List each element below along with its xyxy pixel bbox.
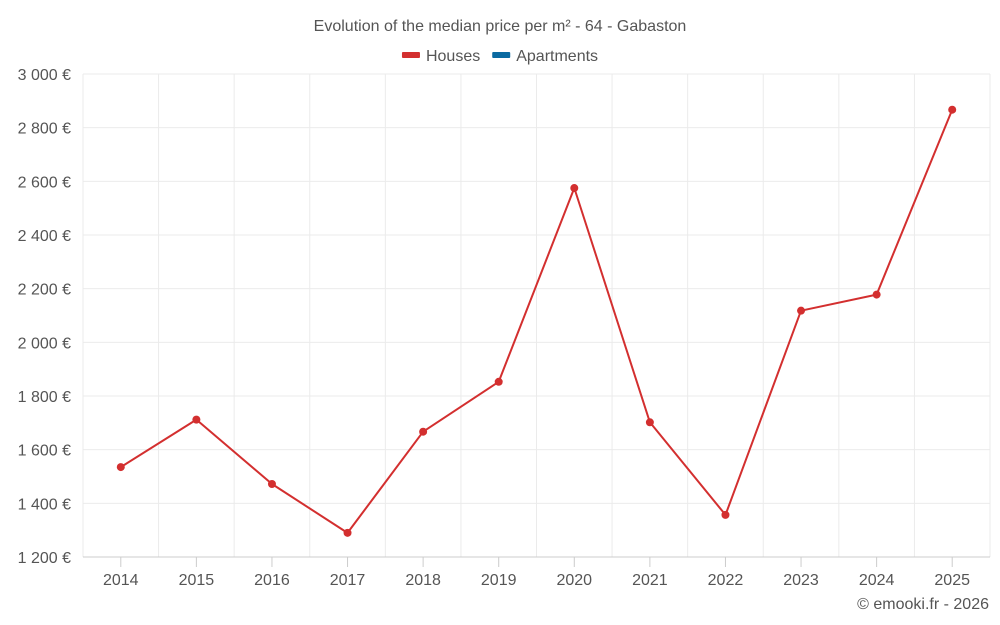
x-axis: 2014 2015 2016 2017 2018 2019 2020 2021 2022 2023…	[83, 556, 990, 589]
data-point-houses-2017[interactable]	[343, 528, 352, 537]
y-tick-label: 2 600 €	[18, 174, 71, 191]
y-tick-label: 2 800 €	[18, 121, 71, 138]
data-point-houses-2023[interactable]	[797, 306, 806, 315]
x-tick-label: 2020	[556, 572, 592, 589]
x-tick-label: 2016	[254, 572, 290, 589]
y-tick-label: 1 200 €	[18, 550, 71, 567]
credit-text: © emooki.fr - 2026	[857, 596, 989, 613]
data-point-houses-2014[interactable]	[116, 463, 125, 472]
data-point-houses-2020[interactable]	[570, 184, 579, 193]
legend-label-apartments[interactable]: Apartments	[516, 48, 598, 65]
data-point-houses-2016[interactable]	[267, 480, 276, 489]
data-point-houses-2022[interactable]	[721, 510, 730, 519]
series-line-houses	[120, 109, 954, 534]
data-point-houses-2019[interactable]	[494, 377, 503, 386]
legend-label-houses[interactable]: Houses	[426, 48, 480, 65]
y-tick-label: 3 000 €	[18, 67, 71, 84]
y-axis: 1 200 € 1 400 € 1 600 € 1 800 € 2 000 € 2 200…	[18, 67, 71, 567]
legend-swatch-apartments[interactable]	[492, 52, 511, 58]
data-point-houses-2025[interactable]	[948, 105, 957, 114]
y-tick-label: 2 400 €	[18, 228, 71, 245]
plot-area	[116, 105, 957, 537]
x-tick-label: 2014	[103, 572, 139, 589]
data-point-houses-2015[interactable]	[192, 415, 201, 424]
x-tick-label: 2018	[405, 572, 441, 589]
chart-title: Evolution of the median price per m² - 6…	[314, 18, 687, 35]
y-tick-label: 1 800 €	[18, 389, 71, 406]
x-tick-label: 2021	[632, 572, 668, 589]
x-tick-label: 2024	[859, 572, 895, 589]
data-point-houses-2021[interactable]	[645, 418, 654, 427]
x-tick-label: 2022	[708, 572, 744, 589]
y-tick-label: 2 000 €	[18, 335, 71, 352]
y-tick-label: 2 200 €	[18, 282, 71, 299]
y-tick-label: 1 400 €	[18, 496, 71, 513]
grid	[82, 73, 991, 557]
x-tick-label: 2019	[481, 572, 517, 589]
x-tick-label: 2023	[783, 572, 819, 589]
data-point-houses-2024[interactable]	[872, 290, 881, 299]
legend: Houses Apartments	[401, 48, 598, 65]
legend-swatch-houses[interactable]	[401, 52, 420, 58]
x-tick-label: 2015	[179, 572, 215, 589]
y-tick-label: 1 600 €	[18, 443, 71, 460]
x-tick-label: 2025	[934, 572, 970, 589]
data-point-houses-2018[interactable]	[419, 427, 428, 436]
x-tick-label: 2017	[330, 572, 366, 589]
